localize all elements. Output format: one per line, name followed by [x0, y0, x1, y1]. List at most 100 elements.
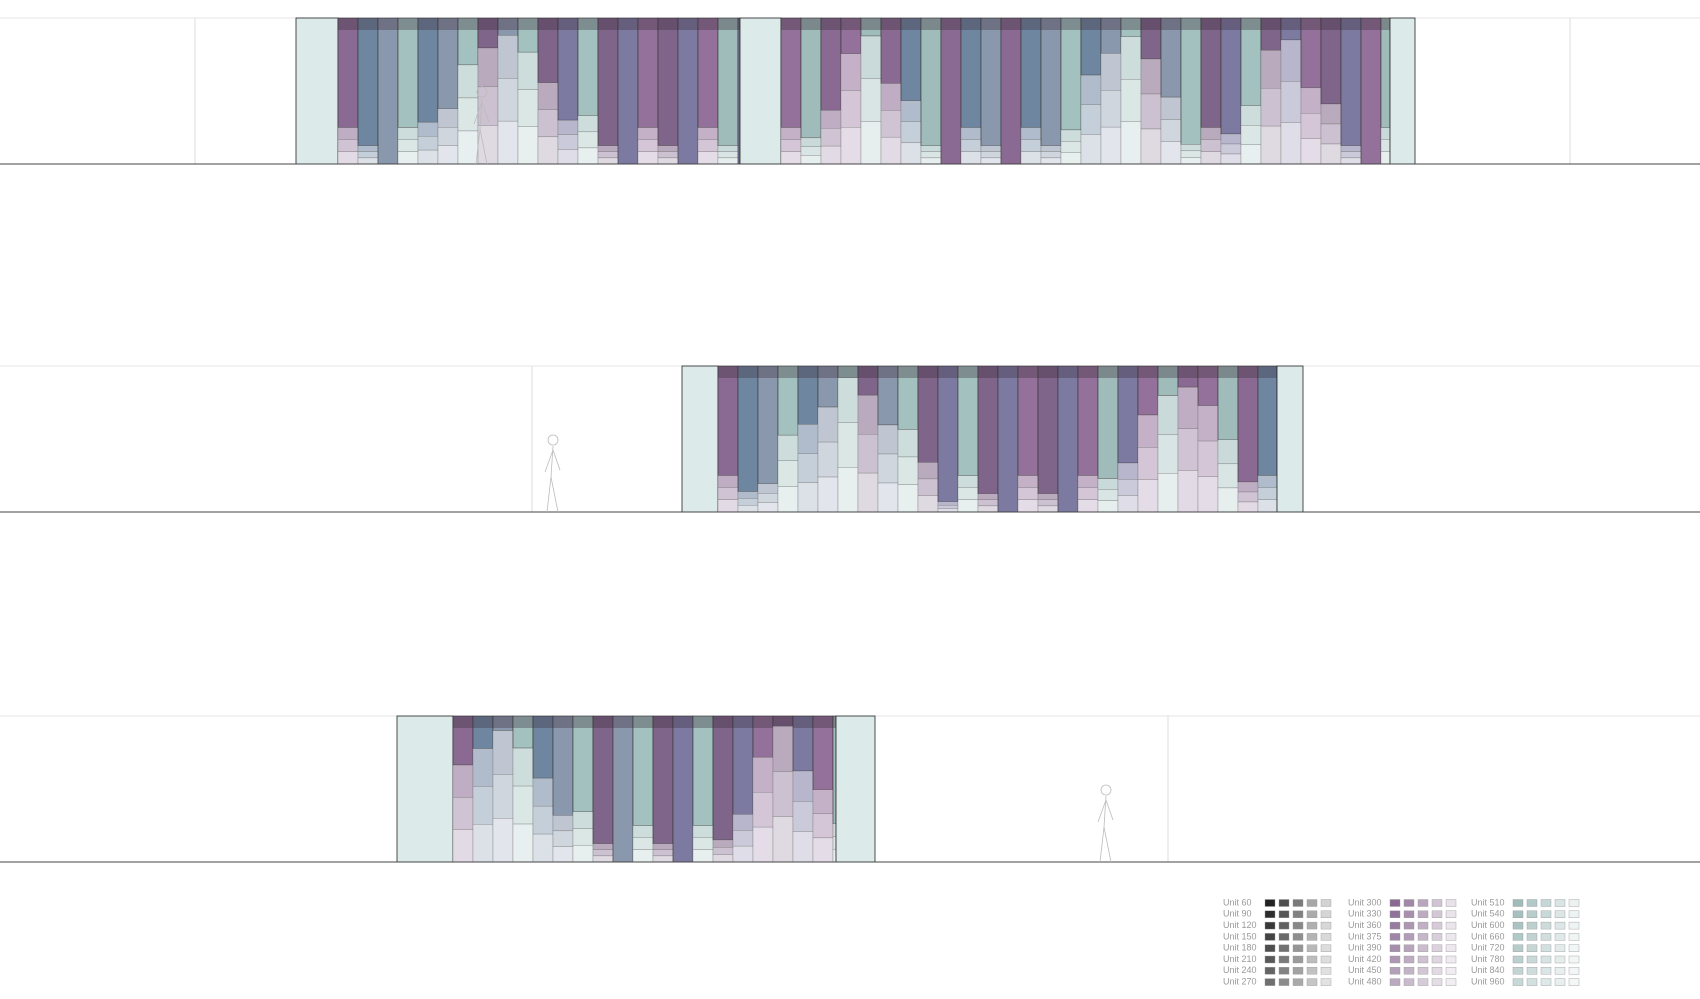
drape-shade [901, 18, 921, 30]
drape-column-light [1060, 129, 1082, 142]
drape-column-top [1320, 17, 1342, 105]
legend-swatch [1403, 921, 1415, 930]
drape-column-light [717, 157, 739, 165]
drape-column-light [777, 486, 799, 513]
legend-label: Unit 270 [1223, 976, 1257, 986]
drape-column-top [612, 715, 634, 863]
drape-column-light [1177, 387, 1199, 429]
drape-column-light [1197, 440, 1219, 477]
drape-shade [733, 716, 753, 728]
drape-column-light [1320, 123, 1342, 145]
drape-column-light [857, 434, 879, 474]
drape-column-light [457, 97, 479, 132]
drape-shade [358, 18, 378, 30]
legend-label: Unit 450 [1348, 965, 1382, 975]
legend-swatch [1278, 944, 1290, 952]
drape-shade [1138, 366, 1158, 378]
drape-column-light [1140, 58, 1162, 95]
drape-column-light [897, 456, 919, 485]
drape-column-top [737, 365, 759, 492]
drape-column-top [652, 715, 674, 845]
drape-shade [778, 366, 798, 378]
drape-column-top [677, 17, 699, 165]
legend-swatch [1292, 967, 1304, 975]
drape-column-top [920, 17, 942, 147]
drape-column-light [957, 499, 979, 513]
drape-shade [1081, 18, 1101, 30]
drape-shade [473, 716, 493, 728]
drape-shade [533, 716, 553, 728]
drape-column-light [797, 424, 819, 454]
drape-column-top [1040, 17, 1062, 147]
drape-shade [1021, 18, 1041, 30]
drape-column-light [537, 109, 559, 138]
drape-column-light [800, 146, 822, 156]
drape-column-light [1120, 36, 1142, 80]
legend-swatch [1540, 933, 1552, 941]
drape-column-light [437, 127, 459, 146]
drape-column-light [1117, 479, 1139, 496]
drape-shade [593, 716, 613, 728]
drape-column-light [532, 833, 554, 863]
drape-column-light [537, 82, 559, 110]
drape-column-light [457, 130, 479, 165]
drape-column-light [937, 505, 959, 509]
drape-column-light [960, 139, 982, 152]
drape-column-light [1080, 104, 1102, 135]
legend-swatch [1540, 899, 1552, 907]
legend-swatch [1445, 978, 1457, 986]
drape-shade [598, 18, 618, 30]
legend-swatch [1306, 899, 1318, 907]
drape-shade [1218, 366, 1238, 378]
drape-shade [958, 366, 978, 378]
drape-shade [861, 18, 881, 30]
drape-column-light [472, 824, 494, 863]
drape-column-light [492, 730, 514, 775]
drape-column-light [517, 52, 539, 90]
drape-column-light [637, 127, 659, 140]
legend-swatch [1526, 921, 1538, 930]
legend-label: Unit 60 [1223, 897, 1252, 907]
person-head [547, 434, 559, 446]
drape-column-light [900, 100, 922, 122]
drape-column-light [572, 811, 594, 829]
drape-column-light [877, 482, 899, 513]
drape-shade [478, 18, 498, 30]
drape-shade [981, 18, 1001, 30]
drape-shade [858, 366, 878, 378]
drape-shade [1201, 18, 1221, 30]
legend-swatch [1445, 944, 1457, 952]
legend-label: Unit 90 [1223, 909, 1252, 919]
drape-shade [1161, 18, 1181, 30]
drape-column-light [1160, 97, 1182, 120]
person-body [473, 97, 490, 165]
legend-swatch [1512, 921, 1524, 930]
drape-column-light [1020, 151, 1042, 165]
legend-swatch [1568, 978, 1580, 986]
drape-shade [1078, 366, 1098, 378]
drape-column-light [897, 484, 919, 513]
drape-shade [1041, 18, 1061, 30]
drape-column-light [497, 120, 519, 165]
drape-column-light [1240, 105, 1262, 126]
drape-column-light [732, 830, 754, 847]
legend-swatch [1278, 933, 1290, 941]
drape-column-light [1137, 414, 1159, 448]
legend-label: Unit 960 [1471, 976, 1505, 986]
legend-swatch [1389, 955, 1401, 964]
drape-column-light [752, 792, 774, 828]
drape-column-light [1137, 479, 1159, 513]
drape-column-light [357, 145, 379, 152]
drape-shade [841, 18, 861, 30]
drape-column-light [1020, 127, 1042, 140]
drape-column-top [1237, 365, 1259, 483]
legend-label: Unit 330 [1348, 909, 1382, 919]
legend-swatch [1445, 921, 1457, 930]
drape-column-light [752, 826, 774, 863]
legend-swatch [1320, 978, 1332, 986]
drape-column-light [1340, 151, 1362, 159]
drape-column-light [1177, 428, 1199, 471]
drape-column-light [717, 151, 739, 159]
drape-shade [898, 366, 918, 378]
legend-swatch [1526, 978, 1538, 986]
